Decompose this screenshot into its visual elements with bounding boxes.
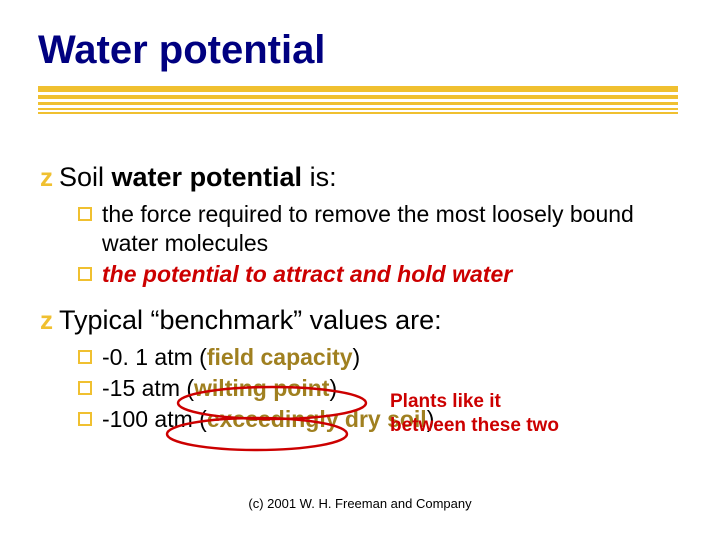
z-bullet-icon: z [40, 160, 53, 194]
y-bullet-icon [78, 381, 92, 395]
sub2a-post: ) [353, 344, 361, 370]
y-bullet-icon [78, 207, 92, 221]
sub-wilting-point: -15 atm (wilting point) [78, 374, 680, 403]
sub1a-text: the force required to remove the most lo… [102, 200, 680, 258]
sub2b-post: ) [329, 375, 337, 401]
y-bullet-icon [78, 267, 92, 281]
bullet2-text: Typical “benchmark” values are: [59, 303, 442, 337]
sub2b-term: wilting point [194, 375, 329, 401]
annotation-plants: Plants like it between these two [390, 390, 559, 438]
content-area: z Soil water potential is: the force req… [40, 160, 680, 436]
sub2a-pre: -0. 1 atm ( [102, 344, 207, 370]
sub-force-required: the force required to remove the most lo… [78, 200, 680, 258]
sub-potential-attract: the potential to attract and hold water [78, 260, 680, 289]
copyright-text: (c) 2001 W. H. Freeman and Company [0, 496, 720, 512]
sub2c-pre: -100 atm ( [102, 406, 207, 432]
bullet1-prefix: Soil [59, 162, 112, 192]
y-bullet-icon [78, 412, 92, 426]
bullet-typical-benchmark: z Typical “benchmark” values are: [40, 303, 680, 337]
y-bullet-icon [78, 350, 92, 364]
sub2b-pre: -15 atm ( [102, 375, 194, 401]
sub-field-capacity: -0. 1 atm (field capacity) [78, 343, 680, 372]
bullet-soil-water-potential: z Soil water potential is: [40, 160, 680, 194]
slide-title: Water potential [38, 28, 325, 73]
sub2a-term: field capacity [207, 344, 353, 370]
annotation-line2: between these two [390, 415, 559, 436]
annotation-line1: Plants like it [390, 391, 501, 412]
bullet1-suffix: is: [302, 162, 337, 192]
z-bullet-icon: z [40, 303, 53, 337]
bullet1-bold: water potential [112, 162, 303, 192]
sub-dry-soil: -100 atm (exceedingly dry soil) [78, 405, 680, 434]
title-underline [38, 86, 678, 110]
sub1b-text: the potential to attract and hold water [102, 260, 680, 289]
